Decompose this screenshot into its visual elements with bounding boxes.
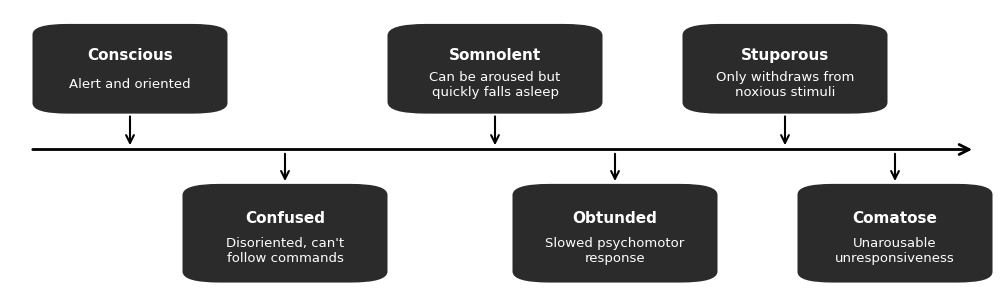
FancyBboxPatch shape — [388, 24, 602, 114]
Text: Disoriented, can't
follow commands: Disoriented, can't follow commands — [226, 237, 344, 265]
FancyBboxPatch shape — [182, 184, 387, 283]
FancyBboxPatch shape — [682, 24, 888, 114]
Text: Conscious: Conscious — [87, 48, 173, 63]
FancyBboxPatch shape — [32, 24, 228, 114]
Text: Somnolent: Somnolent — [449, 48, 541, 63]
Text: Can be aroused but
quickly falls asleep: Can be aroused but quickly falls asleep — [429, 71, 561, 99]
Text: Obtunded: Obtunded — [573, 211, 657, 226]
Text: Unarousable
unresponsiveness: Unarousable unresponsiveness — [835, 237, 955, 265]
FancyBboxPatch shape — [798, 184, 992, 283]
Text: Confused: Confused — [245, 211, 325, 226]
Text: Comatose: Comatose — [853, 211, 937, 226]
Text: Alert and oriented: Alert and oriented — [69, 78, 191, 91]
FancyBboxPatch shape — [512, 184, 717, 283]
Text: Stuporous: Stuporous — [741, 48, 829, 63]
Text: Only withdraws from
noxious stimuli: Only withdraws from noxious stimuli — [716, 71, 854, 99]
Text: Slowed psychomotor
response: Slowed psychomotor response — [545, 237, 685, 265]
